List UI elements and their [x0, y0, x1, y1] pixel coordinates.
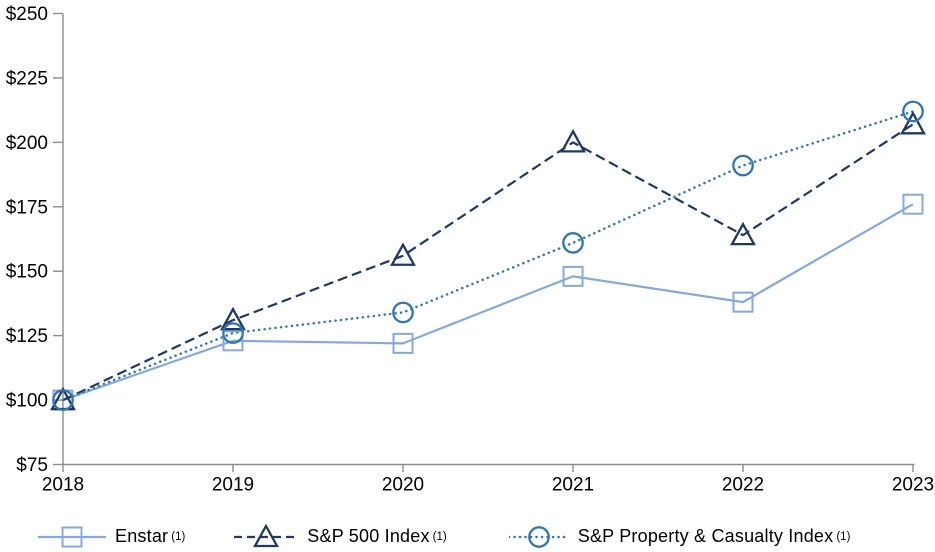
legend-marker-square-icon: [61, 526, 83, 547]
y-tick-label: $250: [6, 4, 48, 25]
marker-circle-icon: [52, 389, 74, 411]
legend-footnote-marker: (1): [432, 530, 447, 543]
y-tick-label: $200: [6, 133, 48, 154]
marker-circle-icon: [562, 232, 584, 254]
legend-item-enstar: Enstar (1): [38, 522, 185, 552]
series-line-s-p-property-casualty-index: [61, 110, 915, 402]
legend-footnote-marker: (1): [171, 530, 186, 543]
x-tick-label: 2021: [552, 475, 594, 496]
marker-circle-icon: [392, 301, 414, 324]
marker-circle-icon: [732, 154, 754, 177]
legend-item-s-p-500-index: S&P 500 Index (1): [234, 522, 447, 552]
marker-square-icon: [902, 193, 924, 215]
marker-circle-icon: [222, 322, 244, 344]
y-tick-label: $225: [6, 68, 48, 89]
legend-marker-circle-icon: [527, 525, 550, 548]
legend-marker-triangle-icon: [253, 523, 280, 547]
legend-label: S&P Property & Casualty Index: [577, 526, 834, 546]
x-tick-label: 2022: [722, 475, 764, 496]
x-tick-label: 2023: [892, 475, 934, 496]
x-tick-label: 2018: [42, 475, 84, 496]
legend-swatch-square-icon: [38, 526, 106, 547]
legend-label: Enstar: [115, 526, 169, 546]
marker-square-icon: [562, 265, 584, 287]
marker-square-icon: [222, 330, 244, 352]
series-markers-enstar: [52, 193, 924, 411]
y-tick-label: $125: [6, 326, 48, 347]
y-tick-label: $150: [6, 262, 48, 283]
y-tick-label: $100: [6, 391, 48, 412]
marker-triangle-icon: [390, 242, 416, 266]
marker-triangle-icon: [560, 128, 586, 153]
legend-label: S&P 500 Index: [307, 526, 430, 546]
marker-triangle-icon: [900, 110, 926, 135]
legend-swatch-triangle-icon: [234, 523, 299, 547]
legend-item-s-p-property-casualty-index: S&P Property & Casualty Index (1): [508, 522, 851, 552]
series-markers-s-p-property-casualty-index: [52, 100, 924, 411]
legend-swatch-circle-icon: [508, 525, 569, 548]
y-tick-label: $75: [16, 455, 48, 476]
marker-triangle-icon: [730, 221, 756, 246]
chart-legend: Enstar (1) S&P 500 Index (1) S&P Property & …: [0, 521, 850, 552]
series-line-enstar: [62, 203, 914, 402]
series-line-s-p-500-index: [62, 123, 914, 402]
series-markers-s-p-500-index: [50, 110, 926, 411]
marker-triangle-icon: [220, 306, 246, 331]
x-tick-label: 2020: [382, 475, 424, 496]
marker-square-icon: [392, 332, 414, 354]
legend-footnote-marker: (1): [836, 530, 851, 543]
x-tick-label: 2019: [212, 475, 254, 496]
y-tick-label: $175: [6, 197, 48, 218]
marker-square-icon: [732, 291, 754, 313]
marker-circle-icon: [902, 100, 924, 123]
